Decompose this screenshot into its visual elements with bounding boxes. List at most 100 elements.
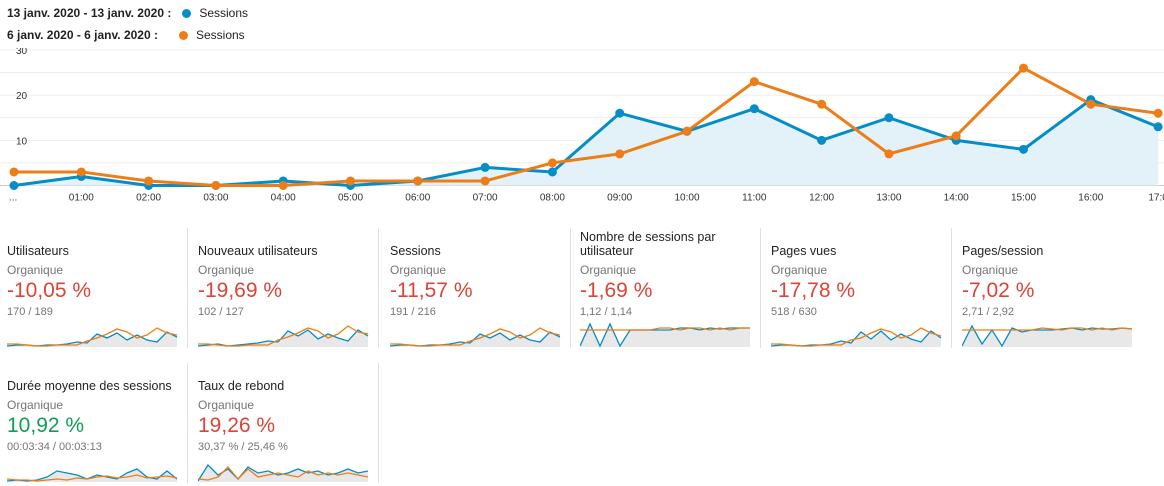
sparkline-previous [390,327,561,347]
data-point-previous [1086,99,1096,109]
sparkline-previous [7,474,178,482]
legend-current: 13 janv. 2020 - 13 janv. 2020 : Sessions [7,6,248,20]
x-tick-label: 12:00 [809,193,834,204]
metric-title: Taux de rebond [198,379,285,393]
sparkline [7,327,178,347]
sparkline-current [962,324,1133,348]
data-point-previous [547,158,557,168]
sparkline [580,322,750,348]
x-tick-label: 08:00 [540,193,565,204]
data-point-previous [278,181,288,190]
metric-values: 1,12 / 1,14 [580,306,632,318]
metric-segment: Organique [198,398,255,412]
metric-change: 10,92 % [7,414,85,437]
data-point-previous [76,167,86,177]
series-area-current [14,99,1159,186]
metric-title: Pages vues [771,244,837,258]
data-point-previous [144,176,154,186]
data-point-previous [9,167,19,177]
metric-card-new-users[interactable]: Nouveaux utilisateurs Organique -19,69 %… [198,228,379,348]
y-tick-label: 10 [16,136,28,147]
metric-card-pages-per-session[interactable]: Pages/session Organique -7,02 % 2,71 / 2… [962,228,1142,348]
metric-change: -17,78 % [771,279,856,302]
metric-card-pageviews[interactable]: Pages vues Organique -17,78 % 518 / 630 [771,228,952,348]
data-point-previous [211,181,221,190]
series-line-previous [14,66,1159,187]
x-tick-label: 01:00 [69,193,94,204]
metric-values: 2,71 / 2,92 [962,306,1014,318]
sparkline [390,327,561,347]
sparkline-previous [198,466,369,481]
data-point-previous [1019,63,1028,73]
metric-title: Nouveaux utilisateurs [198,244,318,258]
data-point-previous [884,149,894,159]
x-tick-label: 03:00 [203,193,228,204]
x-tick-label: 06:00 [405,193,430,204]
x-tick-label: 17:0 [1148,193,1164,204]
data-point-previous [615,149,625,159]
metric-change: -11,57 % [390,279,473,302]
metric-segment: Organique [771,263,828,277]
metric-card-users[interactable]: Utilisateurs Organique -10,05 % 170 / 18… [7,228,188,348]
x-tick-label: 05:00 [338,193,363,204]
metric-title: Nombre de sessions par utilisateur [580,230,716,258]
metric-change: -19,69 % [198,279,283,302]
sparkline-previous [962,327,1133,331]
data-point-previous [682,126,692,136]
metric-title: Sessions [390,244,441,258]
data-point-current [9,181,19,190]
metric-card-bounce-rate[interactable]: Taux de rebond Organique 19,26 % 30,37 %… [198,363,379,483]
x-tick-label: 11:00 [742,193,767,204]
metric-change: -7,02 % [962,279,1035,302]
x-tick-label: 14:00 [944,193,969,204]
data-point-previous [1153,108,1163,118]
metric-change: -10,05 % [7,279,92,302]
legend-current-series: Sessions [199,6,249,20]
x-tick-label: 16:00 [1078,193,1103,204]
metric-segment: Organique [580,263,637,277]
data-point-current [615,108,625,118]
sparkline-area [7,469,177,482]
data-point-previous [749,77,759,87]
legend-previous-series: Sessions [195,28,245,42]
metric-segment: Organique [962,263,1019,277]
data-point-previous [817,99,827,109]
x-tick-label: 07:00 [473,193,498,204]
metric-card-sessions-per-user[interactable]: Nombre de sessions par utilisateur Organ… [580,228,761,348]
x-tick-label: 02:00 [136,193,161,204]
metric-title: Durée moyenne des sessions [7,379,172,393]
metric-card-sessions[interactable]: Sessions Organique -11,57 % 191 / 216 [390,228,571,348]
data-point-previous [480,176,490,186]
metric-values: 518 / 630 [771,306,817,318]
x-tick-label: 09:00 [607,193,632,204]
legend-current-dot [182,8,192,18]
sessions-line-chart[interactable]: 10 20 30... 01:00 02:00 03:00 04:00 05:00 06:00 0… [0,48,1164,208]
y-tick-label: 20 [16,91,28,102]
data-point-previous [951,131,961,141]
metric-change: -1,69 % [580,279,653,302]
metric-title: Utilisateurs [7,244,69,258]
data-point-current [749,104,759,114]
metric-change: 19,26 % [198,414,276,437]
data-point-current [1019,144,1028,154]
sparkline-previous [198,325,369,347]
data-point-current [884,113,894,123]
sparkline [7,468,178,482]
metric-segment: Organique [7,398,64,412]
metric-segment: Organique [390,263,447,277]
legend-previous-dot [178,30,188,40]
data-point-current [1153,122,1163,132]
metric-segment: Organique [198,263,255,277]
sparkline [962,324,1133,348]
metric-segment: Organique [7,263,64,277]
legend-current-range: 13 janv. 2020 - 13 janv. 2020 : [7,6,172,20]
data-point-previous [346,176,355,186]
x-tick-label: 13:00 [876,193,901,204]
metric-card-avg-session-duration[interactable]: Durée moyenne des sessions Organique 10,… [7,363,188,483]
x-tick-label: ... [9,193,17,204]
metric-title: Pages/session [962,244,1044,258]
x-tick-label: 10:00 [674,193,699,204]
legend-previous-range: 6 janv. 2020 - 6 janv. 2020 : [7,28,158,42]
sparkline-previous [580,327,750,331]
sparkline-area [198,465,368,482]
